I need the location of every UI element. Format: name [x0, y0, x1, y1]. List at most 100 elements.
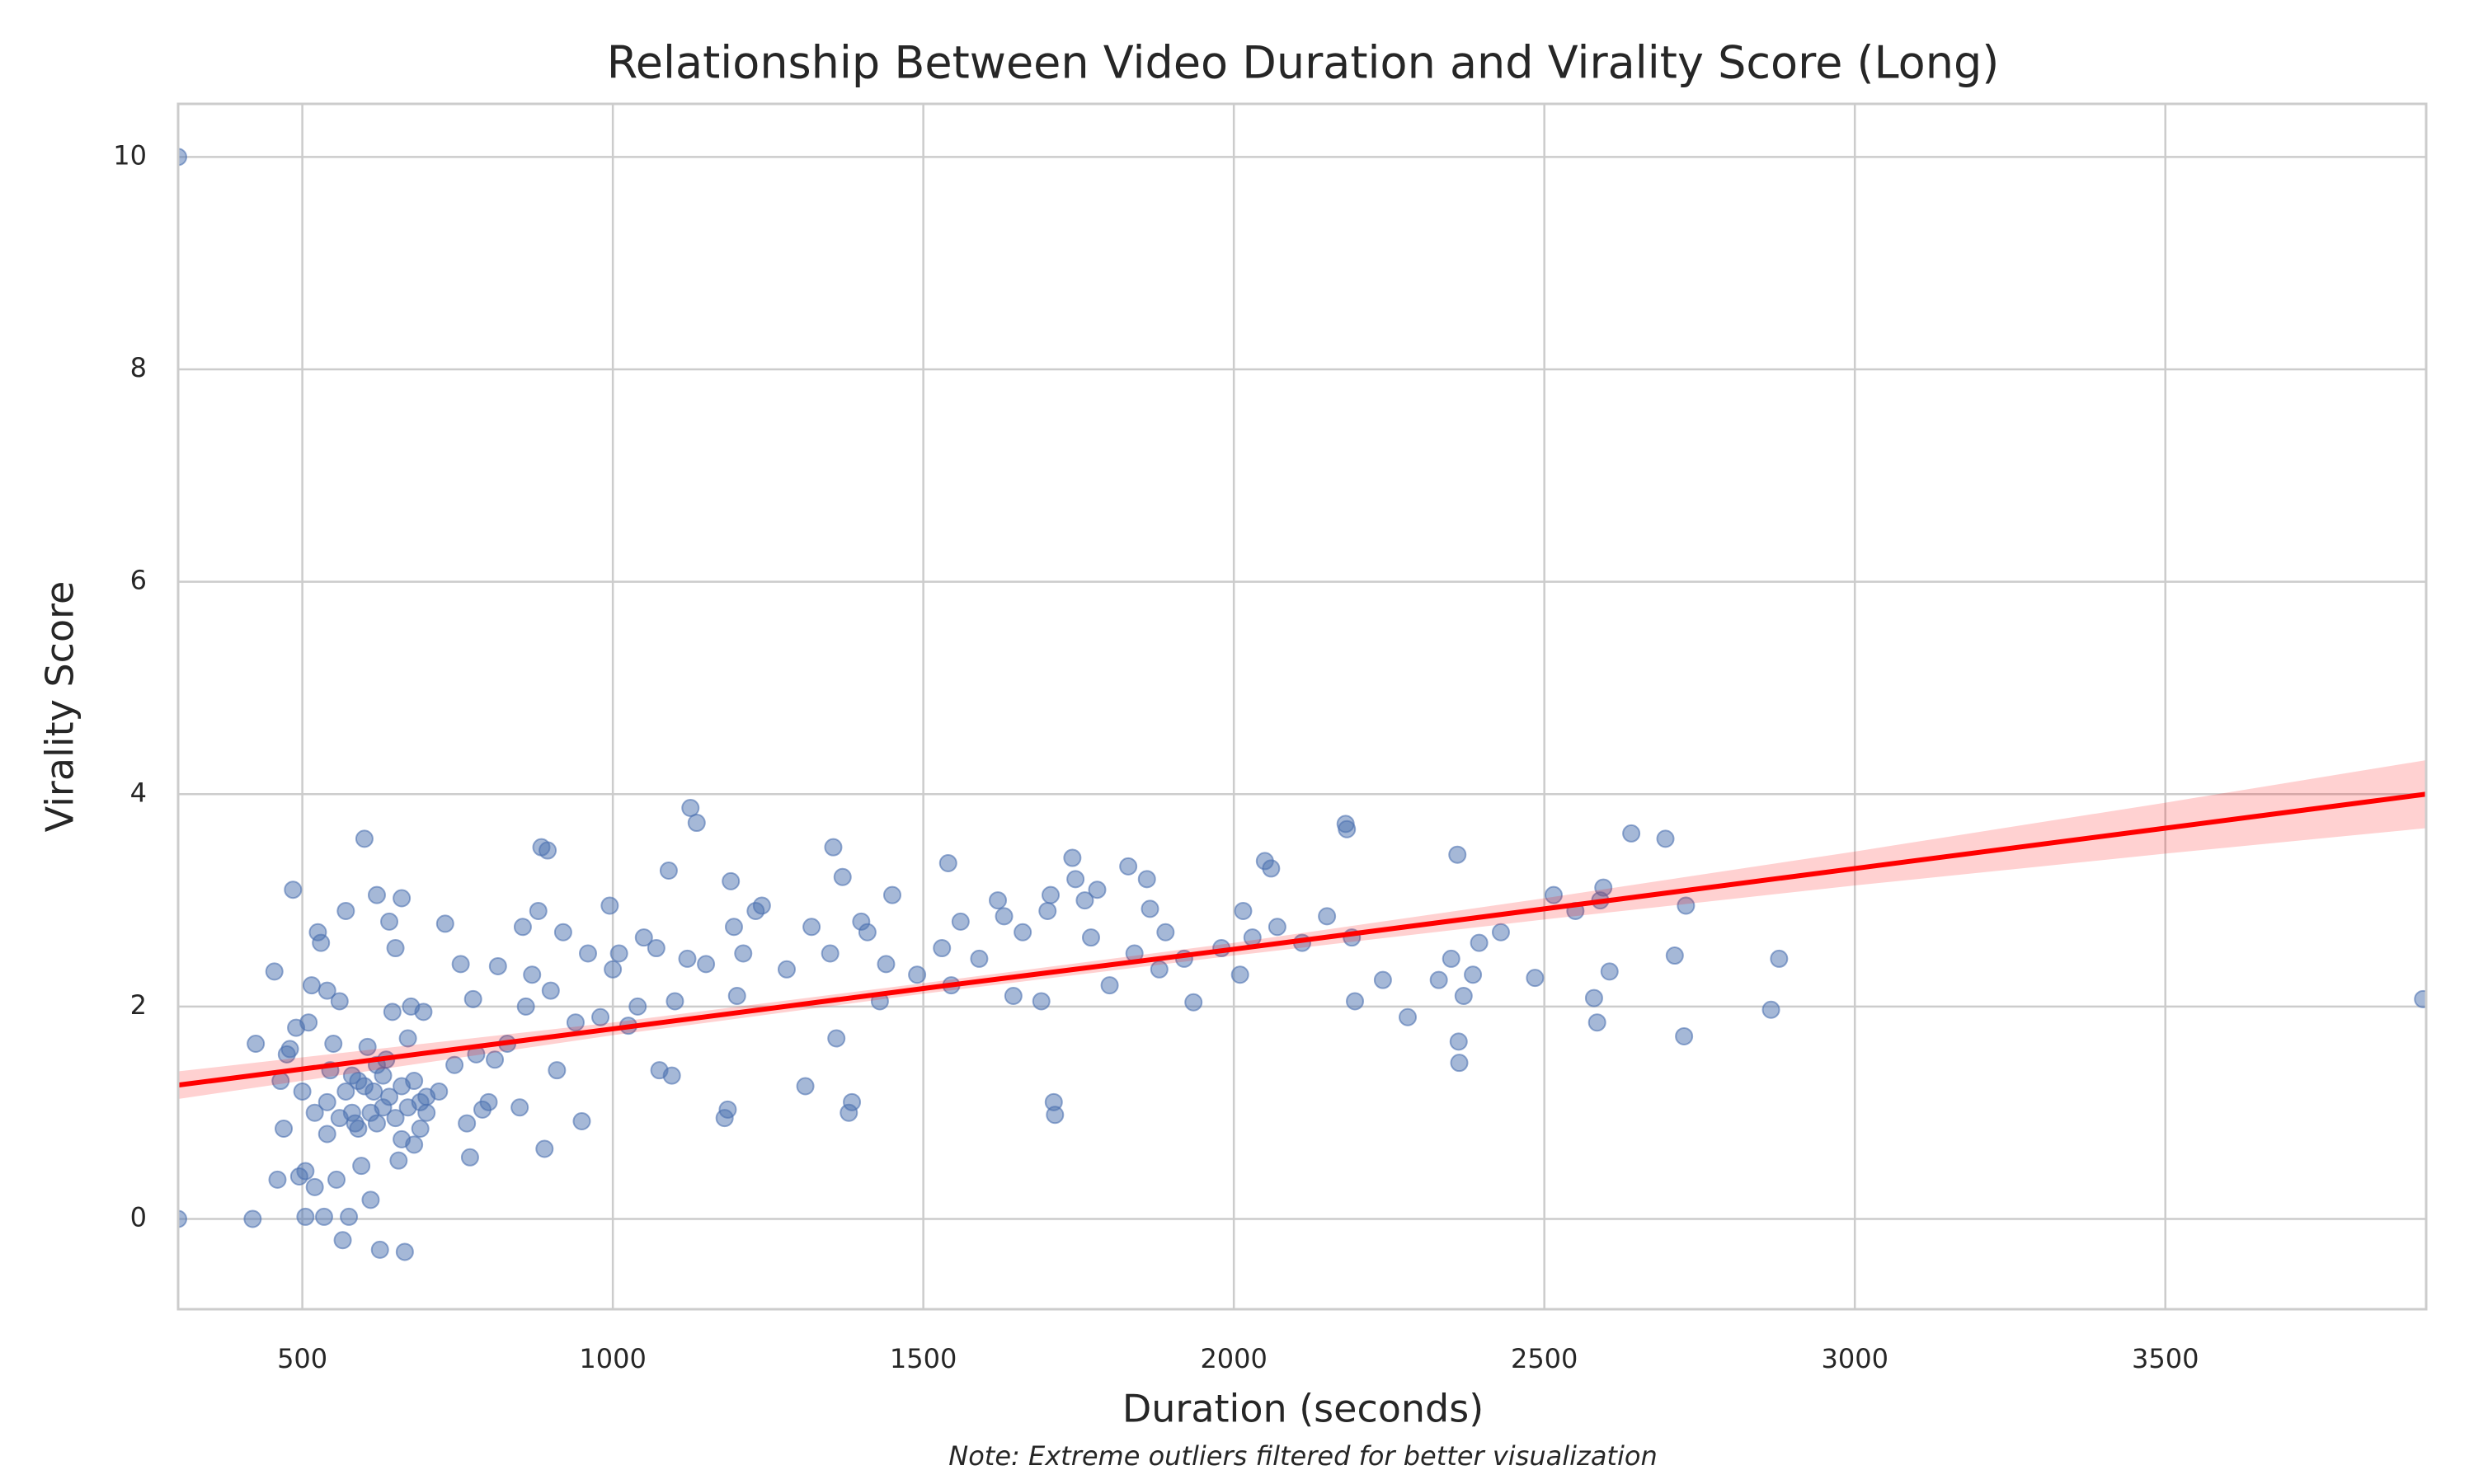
scatter-point — [1081, 928, 1100, 947]
scatter-point — [383, 1003, 402, 1021]
scatter-point — [386, 939, 405, 958]
y-tick-label: 8 — [130, 352, 147, 383]
scatter-point — [451, 955, 470, 974]
scatter-point — [178, 148, 187, 167]
scatter-point — [1594, 878, 1613, 897]
scatter-point — [414, 1003, 433, 1021]
scatter-point — [486, 1050, 505, 1069]
scatter-point — [1066, 870, 1085, 889]
scatter-point — [314, 1207, 333, 1226]
scatter-point — [488, 956, 507, 975]
scatter-point — [386, 1109, 405, 1128]
y-tick-label: 4 — [130, 777, 147, 808]
scatter-point — [367, 1114, 386, 1133]
scatter-point — [1399, 1007, 1418, 1026]
x-tick-label: 500 — [277, 1343, 327, 1374]
y-tick-label: 2 — [130, 989, 147, 1021]
scatter-point — [1230, 965, 1249, 984]
scatter-point — [1373, 970, 1392, 989]
scatter-point — [1234, 901, 1253, 920]
scatter-point — [305, 1177, 324, 1196]
plot-background — [178, 104, 2426, 1309]
scatter-point — [243, 1209, 262, 1228]
scatter-point — [1584, 989, 1603, 1007]
scatter-point — [1677, 896, 1696, 915]
plot-frame — [176, 102, 2428, 1311]
note: Note: Extreme outliers filtered for bett… — [948, 1440, 1657, 1472]
scatter-point — [317, 1125, 336, 1144]
scatter-point — [1184, 993, 1203, 1012]
scatter-point — [1526, 969, 1545, 988]
scatter-point — [1046, 1106, 1065, 1125]
scatter-point — [858, 923, 877, 942]
scatter-point — [796, 1077, 815, 1096]
scatter-point — [548, 1061, 567, 1080]
scatter-point — [681, 799, 700, 818]
scatter-point — [951, 912, 970, 931]
scatter-point — [687, 814, 706, 833]
scatter-point — [843, 1092, 862, 1111]
scatter-point — [460, 1148, 479, 1167]
scatter-point — [324, 1034, 343, 1053]
scatter-point — [1268, 918, 1286, 937]
scatter-point — [333, 1231, 352, 1250]
scatter-point — [1442, 949, 1460, 968]
scatter-point — [1137, 870, 1156, 889]
scatter-point — [678, 949, 697, 968]
scatter-point — [989, 891, 1008, 910]
scatter-point — [882, 885, 901, 904]
scatter-point — [1464, 965, 1483, 984]
scatter-point — [380, 912, 399, 931]
scatter-point — [361, 1190, 380, 1209]
scatter-point — [1454, 987, 1473, 1006]
scatter-point — [529, 901, 548, 920]
scatter-point — [591, 1007, 610, 1026]
scatter-point — [1770, 949, 1789, 968]
scatter-point — [336, 901, 355, 920]
scatter-point — [1448, 845, 1467, 864]
trend-line — [178, 791, 2426, 1088]
chart-title: Relationship Between Video Duration and … — [607, 37, 2000, 89]
scatter-point — [1656, 829, 1675, 848]
scatter-point — [777, 960, 796, 979]
scatter-point — [293, 1082, 312, 1101]
scatter-point — [355, 1077, 374, 1096]
scatter-point — [553, 923, 572, 942]
scatter-point — [296, 1162, 315, 1181]
scatter-point — [752, 896, 771, 915]
scatter-point — [938, 853, 957, 872]
scatter-point — [1761, 1000, 1780, 1019]
scatter-point — [463, 989, 482, 1008]
scatter-point — [523, 965, 542, 984]
scatter-point — [1622, 824, 1641, 843]
scatter-point — [662, 1066, 681, 1085]
scatter-point — [349, 1120, 368, 1139]
scatter-point — [600, 896, 619, 915]
scatter-point — [1038, 901, 1057, 920]
x-tick-label: 3500 — [2132, 1343, 2199, 1374]
scatter-point — [666, 992, 684, 1011]
scatter-point — [380, 1087, 399, 1106]
x-tick-label: 2000 — [1200, 1343, 1267, 1374]
scatter-point — [722, 871, 741, 890]
scatter-point — [827, 1029, 846, 1048]
scatter-point — [1346, 992, 1365, 1011]
scatter-point — [296, 1207, 315, 1226]
scatter-point — [352, 1157, 371, 1176]
scatter-point — [342, 1066, 361, 1085]
scatter-point — [1665, 946, 1684, 965]
scatter-point — [1156, 923, 1175, 942]
scatter-point — [908, 965, 927, 984]
scatter-point — [824, 838, 843, 857]
scatter-point — [265, 962, 284, 981]
scatter-point — [1032, 992, 1051, 1011]
scatter-point — [634, 928, 653, 947]
scatter-point — [389, 1151, 408, 1170]
scatter-point — [604, 960, 623, 979]
scatter-point — [535, 1139, 554, 1158]
scatter-point — [405, 1072, 424, 1091]
scatter-point — [398, 1029, 417, 1048]
scatter-point — [395, 1242, 414, 1261]
scatter-point — [178, 1209, 187, 1228]
